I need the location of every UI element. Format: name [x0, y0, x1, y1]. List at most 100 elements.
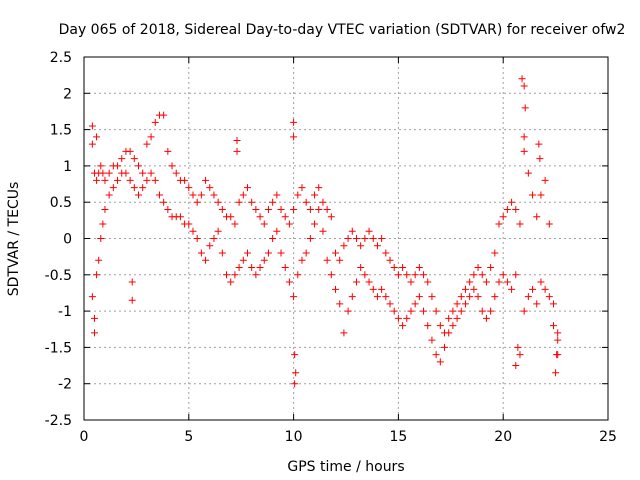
data-point — [520, 147, 528, 155]
data-point — [466, 293, 474, 301]
data-point — [285, 278, 293, 286]
data-point — [449, 307, 457, 315]
data-point — [495, 278, 503, 286]
data-point — [210, 191, 218, 199]
axis-ticks — [83, 56, 609, 421]
data-point — [503, 278, 511, 286]
data-point — [235, 264, 243, 272]
data-point — [281, 213, 289, 221]
data-point — [495, 220, 503, 228]
data-point — [218, 249, 226, 257]
data-point — [474, 293, 482, 301]
data-point — [390, 264, 398, 272]
data-point — [151, 118, 159, 126]
data-point — [411, 300, 419, 308]
data-point — [470, 285, 478, 293]
data-point — [336, 256, 344, 264]
x-tick-label: 5 — [184, 429, 193, 445]
data-point — [90, 314, 98, 322]
data-point — [537, 278, 545, 286]
data-point — [256, 264, 264, 272]
data-point — [503, 205, 511, 213]
data-point — [122, 169, 130, 177]
data-point — [491, 249, 499, 257]
data-point — [260, 220, 268, 228]
data-point — [193, 235, 201, 242]
data-point — [197, 249, 205, 257]
data-point — [134, 162, 142, 170]
data-point — [294, 191, 302, 199]
data-point — [277, 249, 285, 257]
data-point — [445, 329, 453, 337]
data-point — [491, 293, 499, 301]
data-point — [403, 314, 411, 322]
data-point — [147, 133, 155, 141]
data-point — [252, 271, 260, 279]
data-point — [88, 140, 96, 148]
data-point — [361, 271, 369, 279]
y-tick-label: 1.5 — [50, 123, 72, 139]
data-point — [311, 220, 319, 228]
data-point — [214, 227, 222, 235]
data-point — [378, 285, 386, 293]
data-point — [369, 285, 377, 293]
data-point — [130, 155, 138, 163]
data-point — [394, 271, 402, 279]
data-point — [248, 198, 256, 206]
data-point — [197, 191, 205, 199]
data-point — [365, 278, 373, 286]
data-point — [264, 205, 272, 213]
data-point — [415, 293, 423, 301]
x-tick-label: 15 — [389, 429, 407, 445]
data-point — [294, 271, 302, 279]
data-point — [453, 300, 461, 308]
data-point — [273, 191, 281, 199]
data-point — [432, 307, 440, 315]
data-point — [128, 278, 136, 286]
data-point — [93, 176, 101, 184]
data-point — [139, 184, 147, 192]
data-point — [97, 235, 105, 242]
data-point — [139, 169, 147, 177]
data-point — [536, 155, 544, 163]
data-point — [130, 184, 138, 192]
data-point — [365, 227, 373, 235]
data-point — [445, 314, 453, 322]
x-tick-label: 25 — [599, 429, 617, 445]
data-point — [394, 314, 402, 322]
data-point — [352, 235, 360, 242]
data-point — [277, 205, 285, 213]
data-point — [202, 176, 210, 184]
data-point — [533, 300, 541, 308]
data-point — [193, 198, 201, 206]
y-axis-label: SDTVAR / TECUs — [6, 182, 22, 297]
data-point — [114, 162, 122, 170]
data-point — [218, 205, 226, 213]
data-point — [369, 235, 377, 242]
data-point — [97, 162, 105, 170]
data-point — [390, 307, 398, 315]
data-point — [516, 220, 524, 228]
data-point — [126, 147, 134, 155]
data-point — [466, 278, 474, 286]
data-point — [298, 256, 306, 264]
data-point — [185, 184, 193, 192]
data-point — [524, 293, 532, 301]
data-point — [348, 227, 356, 235]
data-point — [126, 176, 134, 184]
data-point — [535, 140, 543, 148]
data-point — [520, 82, 528, 90]
data-point — [550, 322, 558, 330]
data-point — [231, 271, 239, 279]
data-point — [512, 362, 520, 370]
data-point — [306, 205, 314, 213]
x-tick-labels: 0 5 10 15 20 25 — [80, 429, 617, 445]
data-point — [441, 343, 449, 351]
data-point — [512, 271, 520, 279]
data-point — [533, 213, 541, 221]
y-tick-label: 0 — [63, 232, 72, 248]
data-point — [340, 242, 348, 250]
data-point — [550, 300, 558, 308]
data-point — [415, 264, 423, 272]
